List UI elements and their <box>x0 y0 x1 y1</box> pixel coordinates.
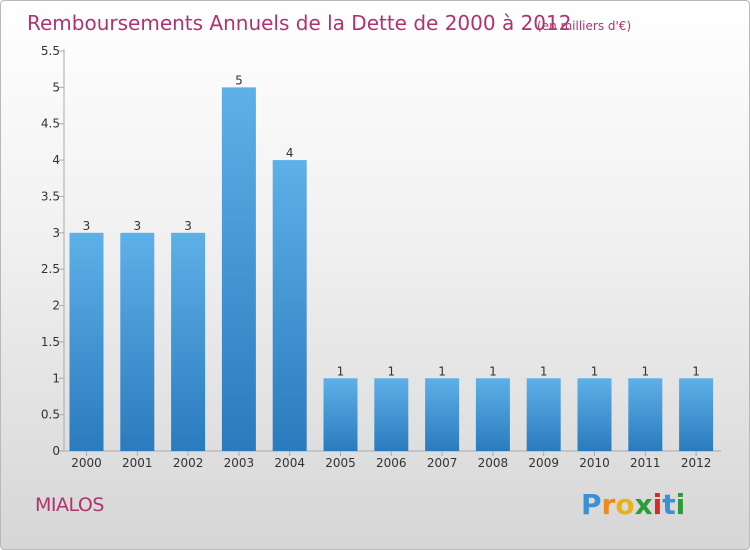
logo-letter: i <box>652 488 663 521</box>
data-label-2002: 3 <box>184 219 192 233</box>
proxiti-logo: Proxiti <box>581 488 685 521</box>
logo-letter: P <box>581 488 602 521</box>
data-label-2008: 1 <box>489 364 497 378</box>
y-tick-label: 0.5 <box>41 408 60 422</box>
x-tick-label-2002: 2002 <box>173 456 204 470</box>
bar-2004 <box>272 160 307 451</box>
bar-2008 <box>475 378 510 451</box>
y-tick-label: 2.5 <box>41 262 60 276</box>
x-tick-label-2012: 2012 <box>681 456 712 470</box>
y-tick-label: 5.5 <box>41 44 60 58</box>
data-label-2003: 5 <box>235 73 243 87</box>
chart-subtitle: (en milliers d'€) <box>537 19 631 33</box>
y-tick-label: 1.5 <box>41 335 60 349</box>
logo-letter: r <box>601 488 616 521</box>
bars-group: 3 3 3 5 4 1 1 1 1 1 1 1 1 <box>69 73 714 451</box>
x-tick-label-2005: 2005 <box>325 456 356 470</box>
data-label-2006: 1 <box>387 364 395 378</box>
y-tick-label: 4 <box>52 153 60 167</box>
data-label-2000: 3 <box>83 219 91 233</box>
data-label-2007: 1 <box>438 364 446 378</box>
y-tick-label: 2 <box>52 299 60 313</box>
data-label-2011: 1 <box>641 364 649 378</box>
x-tick-label-2004: 2004 <box>274 456 305 470</box>
y-tick-label: 1 <box>52 371 60 385</box>
x-tick-label-2011: 2011 <box>630 456 661 470</box>
bar-2003 <box>221 87 256 451</box>
y-tick-label: 4.5 <box>41 117 60 131</box>
bar-2002 <box>171 232 206 451</box>
logo-letter: o <box>615 488 635 521</box>
x-tick-label-2001: 2001 <box>122 456 153 470</box>
data-label-2004: 4 <box>286 146 294 160</box>
logo-letter: i <box>675 488 686 521</box>
x-tick-label-2010: 2010 <box>579 456 610 470</box>
x-tick-label-2009: 2009 <box>528 456 559 470</box>
bar-2005 <box>323 378 358 451</box>
bar-2006 <box>374 378 409 451</box>
bar-2007 <box>425 378 460 451</box>
logo-letter: x <box>634 488 653 521</box>
bar-2010 <box>577 378 612 451</box>
data-label-2010: 1 <box>591 364 599 378</box>
data-label-2001: 3 <box>133 219 141 233</box>
y-tick-label: 0 <box>52 444 60 458</box>
axes: 0 0.5 1 1.5 2 2.5 3 3.5 4 4.5 5 5.5 2000 2001 2002 2003… <box>41 44 721 470</box>
commune-name: MIALOS <box>35 494 104 516</box>
chart-title: Remboursements Annuels de la Dette de 20… <box>27 11 571 35</box>
x-tick-label-2007: 2007 <box>427 456 458 470</box>
data-label-2009: 1 <box>540 364 548 378</box>
logo-letter: t <box>662 488 676 521</box>
bar-2000 <box>69 232 104 451</box>
y-tick-label: 3.5 <box>41 189 60 203</box>
y-tick-label: 3 <box>52 226 60 240</box>
bar-2011 <box>628 378 663 451</box>
x-tick-label-2008: 2008 <box>478 456 509 470</box>
data-label-2012: 1 <box>692 364 700 378</box>
bar-2009 <box>526 378 561 451</box>
bar-2001 <box>120 232 155 451</box>
x-tick-label-2006: 2006 <box>376 456 407 470</box>
y-tick-label: 5 <box>52 80 60 94</box>
x-tick-label-2003: 2003 <box>224 456 255 470</box>
bar-2012 <box>679 378 714 451</box>
data-label-2005: 1 <box>337 364 345 378</box>
x-tick-label-2000: 2000 <box>71 456 102 470</box>
